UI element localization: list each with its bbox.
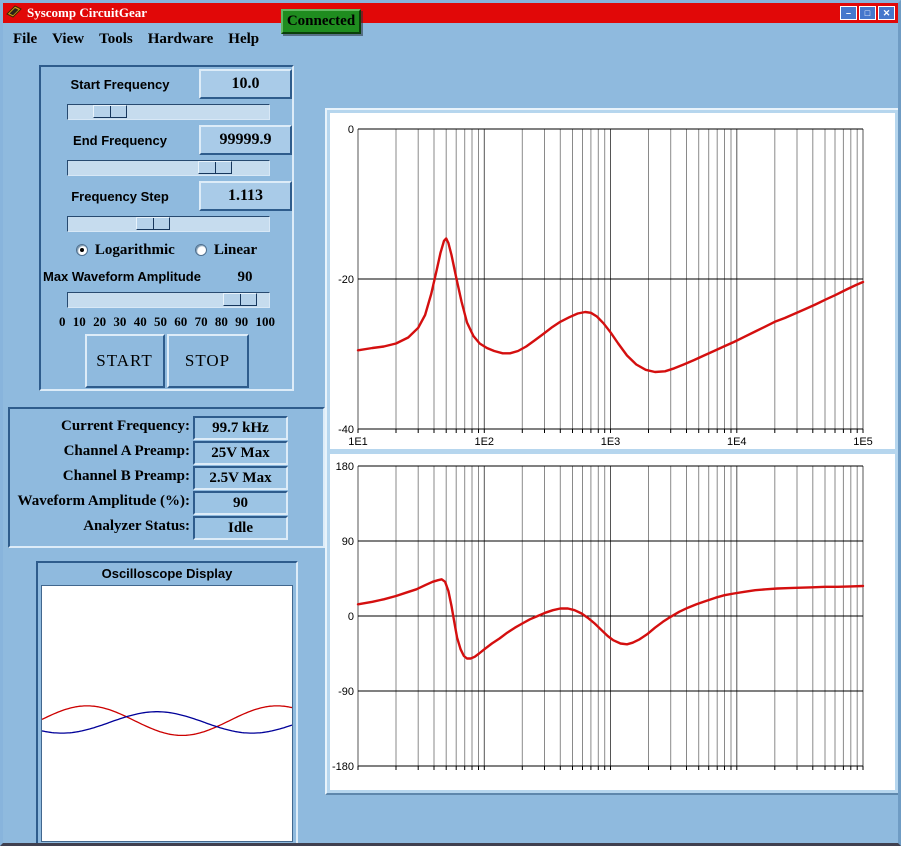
oscilloscope-display bbox=[41, 585, 293, 842]
status-panel: Current Frequency: 99.7 kHz Channel A Prea… bbox=[8, 407, 325, 548]
svg-text:0: 0 bbox=[348, 124, 354, 136]
status-value: 90 bbox=[193, 491, 288, 515]
frequency-step-slider[interactable] bbox=[67, 216, 270, 232]
svg-text:-40: -40 bbox=[338, 424, 354, 436]
svg-text:1E4: 1E4 bbox=[727, 436, 747, 448]
frequency-step-label: Frequency Step bbox=[71, 188, 169, 204]
sweep-mode-radios: Logarithmic Linear bbox=[41, 241, 292, 259]
svg-text:-180: -180 bbox=[332, 761, 354, 773]
scale-tick-100: 100 bbox=[255, 314, 275, 329]
scale-tick-40: 40 bbox=[133, 314, 147, 329]
app-icon bbox=[6, 4, 22, 23]
status-value: Idle bbox=[193, 516, 288, 540]
window-title: Syscomp CircuitGear bbox=[27, 5, 147, 20]
scale-tick-60: 60 bbox=[174, 314, 188, 329]
scale-tick-80: 80 bbox=[214, 314, 228, 329]
bode-plot-panel: 0 -20 -40 1E1 1E2 1E3 1E4 1E5 180 90 0 -90 -180 bbox=[325, 108, 898, 795]
end-frequency-value[interactable]: 99999.9 bbox=[199, 125, 292, 155]
menu-item-view[interactable]: View bbox=[52, 30, 85, 47]
max-amplitude-value: 90 bbox=[237, 269, 253, 285]
menubar: File View Tools Hardware Help bbox=[3, 23, 898, 55]
max-amplitude-row: Max Waveform Amplitude 90 bbox=[41, 269, 292, 287]
radio-label-linear: Linear bbox=[213, 241, 258, 258]
status-row: Waveform Amplitude (%): 90 bbox=[10, 491, 323, 516]
svg-text:-20: -20 bbox=[338, 274, 354, 286]
oscilloscope-title: Oscilloscope Display bbox=[101, 566, 233, 581]
status-label: Channel B Preamp: bbox=[62, 468, 190, 484]
status-row: Current Frequency: 99.7 kHz bbox=[10, 416, 323, 441]
frequency-step-slider-handle[interactable] bbox=[136, 217, 170, 230]
status-row: Channel B Preamp: 2.5V Max bbox=[10, 466, 323, 491]
status-row: Channel A Preamp: 25V Max bbox=[10, 441, 323, 466]
status-label: Channel A Preamp: bbox=[63, 443, 190, 459]
phase-chart: 180 90 0 -90 -180 bbox=[330, 454, 895, 790]
max-amplitude-slider[interactable] bbox=[67, 292, 270, 308]
titlebar[interactable]: Syscomp CircuitGear – □ ✕ bbox=[3, 3, 898, 23]
end-frequency-slider-handle[interactable] bbox=[198, 161, 232, 174]
sweep-controls-panel: Start Frequency 10.0 End Frequency 99999… bbox=[39, 65, 294, 391]
svg-text:1E1: 1E1 bbox=[348, 436, 368, 448]
radio-option-logarithmic[interactable]: Logarithmic bbox=[75, 241, 175, 259]
scale-tick-50: 50 bbox=[153, 314, 167, 329]
status-value: 99.7 kHz bbox=[193, 416, 288, 440]
status-label: Waveform Amplitude (%): bbox=[17, 493, 190, 509]
status-value: 25V Max bbox=[193, 441, 288, 465]
svg-text:1E2: 1E2 bbox=[474, 436, 494, 448]
scale-tick-90: 90 bbox=[235, 314, 249, 329]
scale-tick-0: 0 bbox=[59, 314, 66, 329]
close-button[interactable]: ✕ bbox=[878, 6, 895, 20]
connection-status-badge[interactable]: Connected bbox=[281, 9, 361, 34]
start-button[interactable]: START bbox=[84, 334, 165, 388]
menu-item-hardware[interactable]: Hardware bbox=[147, 30, 214, 47]
svg-text:1E5: 1E5 bbox=[853, 436, 873, 448]
scale-tick-20: 20 bbox=[93, 314, 107, 329]
sweep-buttons-row: START STOP bbox=[41, 334, 292, 388]
menu-item-file[interactable]: File bbox=[13, 30, 38, 47]
oscilloscope-panel: Oscilloscope Display bbox=[36, 561, 298, 843]
start-frequency-label: Start Frequency bbox=[70, 76, 170, 92]
svg-text:0: 0 bbox=[348, 611, 354, 623]
svg-text:-90: -90 bbox=[338, 686, 354, 698]
end-frequency-label: End Frequency bbox=[73, 132, 167, 148]
radio-option-linear[interactable]: Linear bbox=[194, 241, 258, 259]
max-amplitude-scale: 0 10 20 30 40 50 60 70 80 90 100 bbox=[59, 314, 275, 330]
frequency-step-value[interactable]: 1.113 bbox=[199, 181, 292, 211]
max-amplitude-label: Max Waveform Amplitude bbox=[43, 269, 201, 284]
start-frequency-value[interactable]: 10.0 bbox=[199, 69, 292, 99]
svg-text:90: 90 bbox=[342, 536, 354, 548]
maximize-button[interactable]: □ bbox=[859, 6, 876, 20]
menu-item-tools[interactable]: Tools bbox=[99, 30, 133, 47]
end-frequency-slider[interactable] bbox=[67, 160, 270, 176]
menu-item-help[interactable]: Help bbox=[228, 30, 260, 47]
status-row: Analyzer Status: Idle bbox=[10, 516, 323, 541]
radio-label-logarithmic: Logarithmic bbox=[94, 241, 175, 258]
status-label: Current Frequency: bbox=[60, 418, 190, 434]
radio-icon-logarithmic[interactable] bbox=[75, 244, 88, 256]
max-amplitude-slider-handle[interactable] bbox=[223, 293, 257, 306]
start-frequency-slider[interactable] bbox=[67, 104, 270, 120]
status-label: Analyzer Status: bbox=[83, 518, 190, 534]
window-controls: – □ ✕ bbox=[840, 6, 895, 20]
scale-tick-70: 70 bbox=[194, 314, 208, 329]
minimize-button[interactable]: – bbox=[840, 6, 857, 20]
magnitude-chart: 0 -20 -40 1E1 1E2 1E3 1E4 1E5 bbox=[330, 113, 895, 449]
svg-text:1E3: 1E3 bbox=[601, 436, 621, 448]
scale-tick-30: 30 bbox=[113, 314, 127, 329]
start-frequency-slider-handle[interactable] bbox=[93, 105, 127, 118]
stop-button[interactable]: STOP bbox=[166, 334, 249, 388]
status-value: 2.5V Max bbox=[193, 466, 288, 490]
scale-tick-10: 10 bbox=[72, 314, 86, 329]
radio-icon-linear[interactable] bbox=[194, 244, 207, 256]
svg-text:180: 180 bbox=[336, 461, 354, 473]
